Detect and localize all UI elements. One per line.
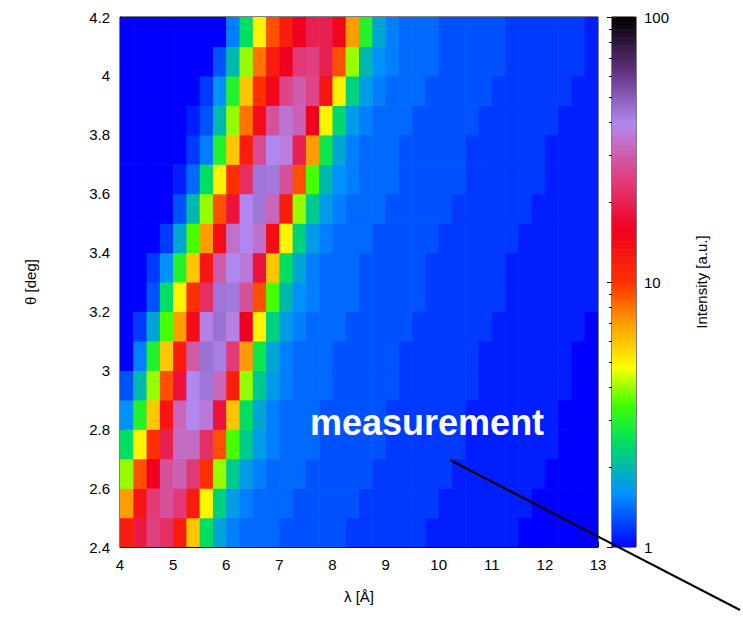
svg-text:4.2: 4.2 <box>89 9 110 26</box>
svg-text:7: 7 <box>275 556 283 573</box>
svg-text:measurement: measurement <box>310 402 544 443</box>
svg-text:4: 4 <box>116 556 124 573</box>
svg-text:11: 11 <box>484 556 500 573</box>
svg-text:13: 13 <box>590 556 607 573</box>
svg-text:2.8: 2.8 <box>89 421 110 438</box>
svg-text:2.4: 2.4 <box>89 539 110 556</box>
svg-text:12: 12 <box>537 556 554 573</box>
svg-text:3.4: 3.4 <box>89 244 110 261</box>
svg-text:1: 1 <box>644 539 652 556</box>
svg-text:3.6: 3.6 <box>89 185 110 202</box>
svg-text:5: 5 <box>169 556 177 573</box>
svg-text:6: 6 <box>222 556 230 573</box>
svg-text:9: 9 <box>381 556 389 573</box>
svg-text:2.6: 2.6 <box>89 480 110 497</box>
svg-text:Intensity [a.u.]: Intensity [a.u.] <box>693 235 710 328</box>
svg-text:3.8: 3.8 <box>89 126 110 143</box>
svg-text:10: 10 <box>644 274 661 291</box>
svg-text:3.2: 3.2 <box>89 303 110 320</box>
svg-text:λ [Å]: λ [Å] <box>344 588 374 605</box>
svg-text:4: 4 <box>102 67 110 84</box>
svg-text:10: 10 <box>430 556 447 573</box>
svg-text:8: 8 <box>328 556 336 573</box>
svg-text:3: 3 <box>102 362 110 379</box>
svg-text:100: 100 <box>644 9 669 26</box>
svg-text:θ [deg]: θ [deg] <box>22 259 39 305</box>
